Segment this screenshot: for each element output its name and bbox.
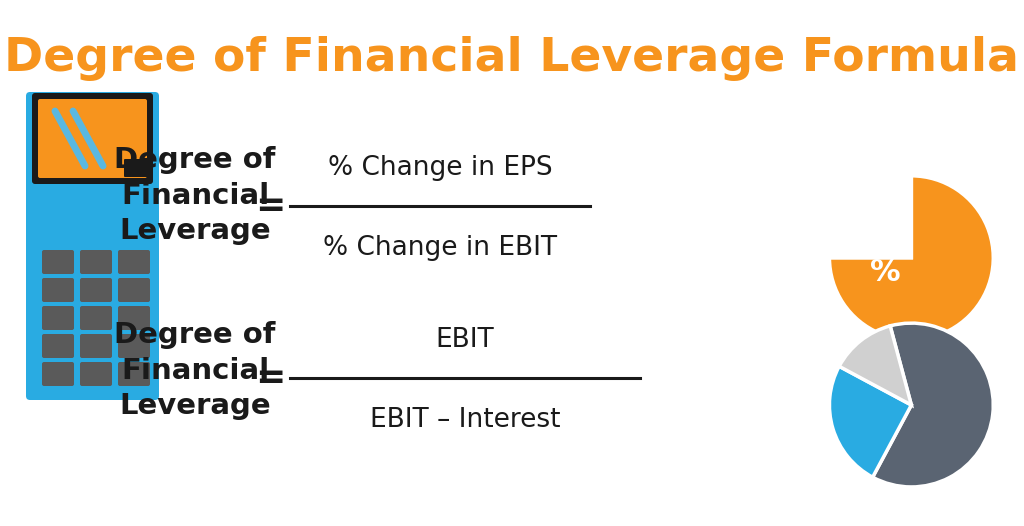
FancyBboxPatch shape [80, 250, 112, 274]
FancyBboxPatch shape [80, 362, 112, 386]
Text: %: % [869, 258, 900, 287]
Text: Degree of
Financial
Leverage: Degree of Financial Leverage [115, 321, 275, 420]
FancyBboxPatch shape [118, 334, 150, 358]
Text: EBIT: EBIT [435, 327, 495, 353]
Wedge shape [829, 176, 993, 340]
FancyBboxPatch shape [118, 278, 150, 302]
FancyBboxPatch shape [42, 334, 74, 358]
Text: EBIT – Interest: EBIT – Interest [370, 407, 560, 433]
FancyBboxPatch shape [80, 306, 112, 330]
FancyBboxPatch shape [118, 306, 150, 330]
FancyBboxPatch shape [124, 159, 148, 177]
FancyBboxPatch shape [42, 306, 74, 330]
Wedge shape [829, 176, 911, 258]
Text: Degree of
Financial
Leverage: Degree of Financial Leverage [115, 146, 275, 246]
FancyBboxPatch shape [32, 93, 153, 184]
Wedge shape [829, 366, 911, 477]
FancyBboxPatch shape [42, 250, 74, 274]
Text: =: = [255, 189, 286, 223]
Text: % Change in EBIT: % Change in EBIT [323, 235, 557, 261]
Text: Degree of Financial Leverage Formula: Degree of Financial Leverage Formula [4, 36, 1020, 81]
FancyBboxPatch shape [38, 99, 147, 178]
Text: % Change in EPS: % Change in EPS [328, 155, 552, 181]
Wedge shape [872, 323, 993, 487]
Text: =: = [255, 361, 286, 395]
FancyBboxPatch shape [42, 362, 74, 386]
FancyBboxPatch shape [26, 92, 159, 400]
FancyBboxPatch shape [80, 278, 112, 302]
Text: %: % [944, 206, 964, 225]
FancyBboxPatch shape [118, 362, 150, 386]
FancyBboxPatch shape [80, 334, 112, 358]
FancyBboxPatch shape [42, 278, 74, 302]
Wedge shape [839, 326, 911, 405]
FancyBboxPatch shape [118, 250, 150, 274]
